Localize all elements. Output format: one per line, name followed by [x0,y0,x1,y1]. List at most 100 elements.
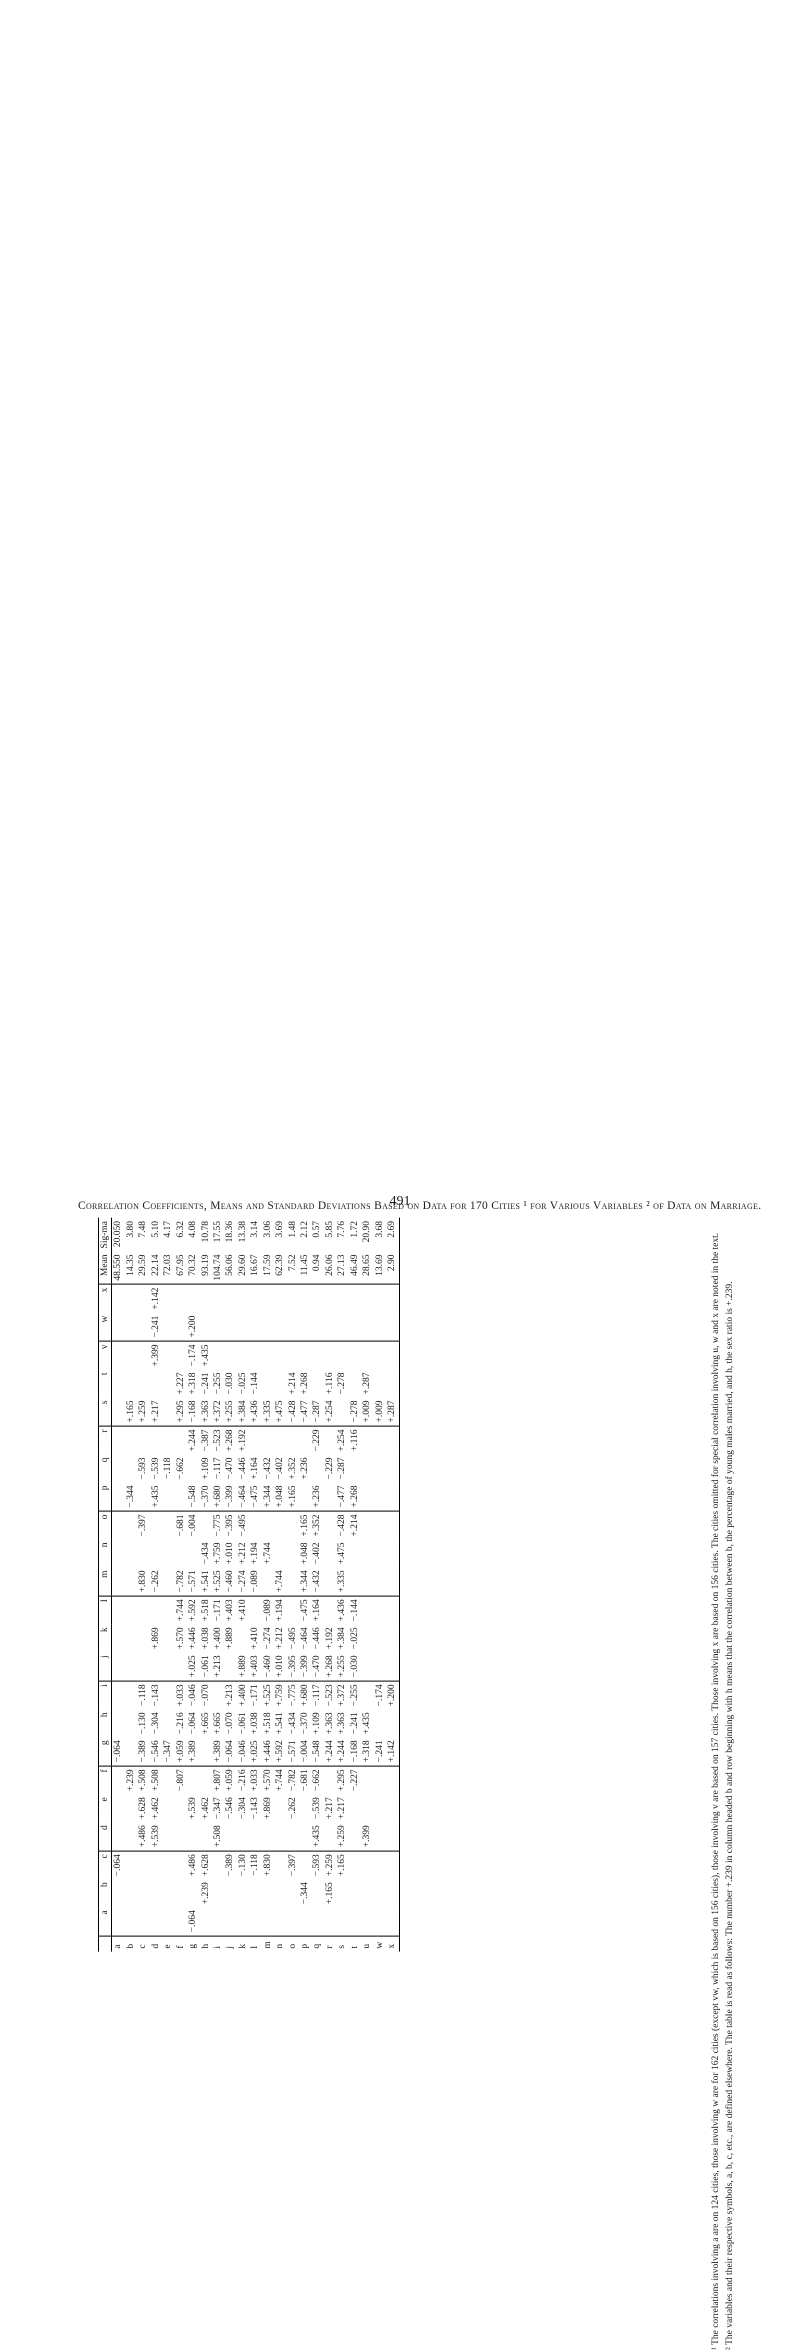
table-cell: −.344 [299,1879,311,1907]
table-cell [349,1794,361,1822]
table-cell: +.830 [137,1567,149,1595]
table-cell [386,1341,399,1369]
table-cell [386,1907,399,1935]
table-cell [311,1907,323,1935]
table-cell: −.274 [237,1567,249,1595]
table-cell: +.435 [311,1822,323,1850]
table-cell: +.010 [224,1539,236,1567]
table-cell [112,1766,125,1794]
table-cell [187,1539,199,1567]
table-cell [125,1426,137,1454]
table-cell [112,1454,125,1482]
table-cell [150,1596,162,1624]
table-cell [311,1313,323,1341]
table-cell [112,1341,125,1369]
table-cell: +.363 [324,1709,336,1737]
table-cell: −.347 [212,1794,224,1822]
table-cell [274,1426,286,1454]
table-cell [224,1907,236,1935]
table-cell [112,1794,125,1822]
col-header: w [99,1313,112,1341]
table-cell [125,1737,137,1765]
table-cell: +.435 [361,1709,373,1737]
table-cell: −.446 [237,1454,249,1482]
col-header: i [99,1681,112,1709]
table-cell [224,1341,236,1369]
table-cell [374,1454,386,1482]
table-cell: +.475 [274,1398,286,1426]
table-cell [112,1681,125,1709]
row-header: s [336,1936,348,1952]
table-cell: −.144 [349,1596,361,1624]
table-cell [125,1851,137,1879]
table-cell: −.477 [336,1482,348,1510]
table-cell [336,1284,348,1312]
col-header: Mean [99,1251,112,1284]
col-header: k [99,1624,112,1652]
table-cell: −.117 [311,1681,323,1709]
table-cell: −.399 [299,1652,311,1680]
table-cell: −.470 [224,1454,236,1482]
table-cell: +.628 [200,1851,212,1879]
table-cell [162,1284,174,1312]
table-cell: −.681 [299,1766,311,1794]
table-cell [361,1766,373,1794]
table-cell: +.239 [200,1879,212,1907]
table-cell: +.486 [187,1851,199,1879]
table-cell [212,1907,224,1935]
table-cell: +.025 [249,1737,261,1765]
table-cell: −.539 [311,1794,323,1822]
table-cell: +.244 [336,1737,348,1765]
table-cell: 14.35 [125,1251,137,1284]
table-cell [336,1313,348,1341]
table-cell [150,1511,162,1539]
table-cell [249,1822,261,1850]
table-cell [311,1284,323,1312]
table-cell: 7.48 [137,1218,149,1251]
table-cell [237,1907,249,1935]
table-cell [162,1596,174,1624]
table-cell: 27.13 [336,1251,348,1284]
table-cell [386,1370,399,1398]
table-cell [311,1341,323,1369]
table-cell [287,1596,299,1624]
table-cell: −.262 [287,1794,299,1822]
row-header: l [249,1936,261,1952]
table-cell [287,1313,299,1341]
col-header: c [99,1851,112,1879]
table-cell [324,1596,336,1624]
table-cell [212,1341,224,1369]
table-cell: −.241 [374,1737,386,1765]
table-cell: −.216 [175,1709,187,1737]
table-cell: +.255 [224,1398,236,1426]
table-cell: −.070 [200,1681,212,1709]
table-cell: −.046 [237,1737,249,1765]
table-cell: −.118 [162,1454,174,1482]
table-cell [175,1851,187,1879]
table-cell: +.239 [125,1766,137,1794]
table-cell [162,1766,174,1794]
table-cell [125,1624,137,1652]
table-cell: +.194 [274,1596,286,1624]
table-cell [212,1284,224,1312]
table-cell [274,1341,286,1369]
table-cell [150,1539,162,1567]
table-cell: +.462 [200,1794,212,1822]
table-cell [137,1539,149,1567]
table-cell: +.033 [175,1681,187,1709]
table-cell: +.525 [262,1681,274,1709]
table-cell [137,1907,149,1935]
table-cell: +.344 [262,1482,274,1510]
table-cell [386,1652,399,1680]
table-cell [262,1426,274,1454]
table-cell: −.278 [349,1398,361,1426]
table-cell: −.061 [237,1709,249,1737]
table-cell: −.171 [212,1596,224,1624]
table-cell: +.010 [274,1652,286,1680]
table-cell: +.244 [187,1426,199,1454]
table-cell: −.775 [287,1681,299,1709]
table-cell: +.165 [299,1511,311,1539]
table-cell [162,1567,174,1595]
table-cell [162,1398,174,1426]
table-cell [361,1624,373,1652]
